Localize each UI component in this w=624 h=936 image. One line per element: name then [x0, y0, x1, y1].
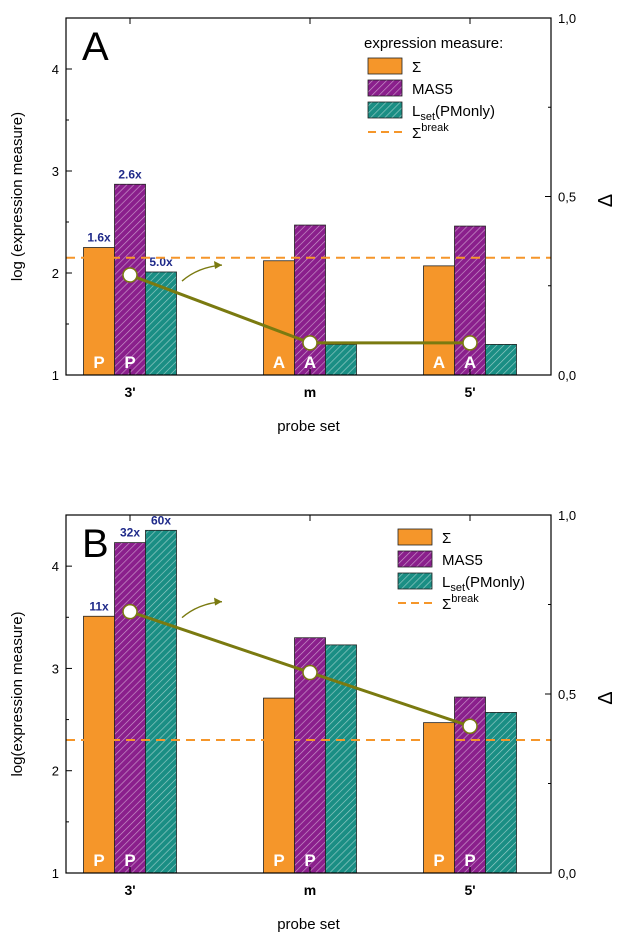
y-tick-label: 1 [52, 866, 59, 881]
x-tick-label: m [304, 384, 316, 400]
bar-lset-1 [325, 343, 357, 376]
call-label: P [464, 851, 475, 870]
legend-swatch-lset [367, 101, 403, 119]
x-axis-label: probe set [277, 916, 340, 933]
call-label: P [93, 851, 104, 870]
call-label: A [273, 353, 285, 372]
legend-label-mas5: MAS5 [412, 81, 453, 98]
legend: Σ MAS5 Lset(PMonly)Σbreak [397, 528, 525, 613]
call-label: A [464, 353, 476, 372]
y2-axis-label: Δ [595, 691, 617, 704]
legend-swatch-lset [397, 572, 433, 590]
axis-arrow-head [214, 261, 222, 270]
legend-label-break: Σbreak [412, 122, 449, 142]
fold-label: 5.0x [149, 255, 173, 269]
bar-sigma-2 [423, 722, 455, 874]
y2-axis-label: Δ [595, 194, 617, 207]
legend: expression measure: Σ MAS5 Lset(PMonly)Σbre… [364, 35, 503, 142]
panel-label: B [82, 522, 109, 566]
fold-label: 32x [120, 526, 140, 540]
x-axis-label: probe set [277, 418, 340, 435]
x-tick-label: 3' [124, 384, 135, 400]
bar-mas5-0 [114, 542, 146, 874]
y2-tick-label: 1,0 [558, 508, 576, 523]
y2-tick-label: 0,5 [558, 687, 576, 702]
delta-point [122, 267, 138, 283]
y-tick-label: 3 [52, 661, 59, 676]
x-tick-label: 5' [464, 882, 475, 898]
call-label: P [124, 851, 135, 870]
y2-tick-label: 0,0 [558, 368, 576, 383]
legend-label-lset: Lset(PMonly) [412, 103, 495, 123]
legend-label-sigma: Σ [412, 59, 421, 76]
bar-sigma-0 [83, 247, 115, 376]
x-tick-label: 5' [464, 384, 475, 400]
chart-panel-b: P P P P P P 11x 32x 60x 1 2 3 4 0,0 0,5 1,0 3' m 5' probe s… [9, 508, 617, 933]
fold-label: 1.6x [87, 231, 111, 245]
bar-sigma-2 [423, 265, 455, 376]
legend-swatch-sigma [397, 528, 433, 546]
legend-title: expression measure: [364, 35, 503, 52]
delta-point [302, 664, 318, 681]
delta-point [462, 335, 478, 351]
panel-label: A [82, 25, 109, 69]
bar-lset-0 [145, 271, 177, 376]
legend-swatch-sigma [367, 57, 403, 75]
axis-arrow-head [214, 597, 222, 606]
call-label: P [304, 851, 315, 870]
legend-swatch-mas5 [367, 79, 403, 97]
legend-label-lset: Lset(PMonly) [442, 574, 525, 594]
bar-lset-2 [485, 712, 517, 874]
call-label: P [93, 353, 104, 372]
y-tick-label: 1 [52, 368, 59, 383]
y2-tick-label: 0,0 [558, 866, 576, 881]
y-tick-label: 2 [52, 764, 59, 779]
y2-tick-label: 0,5 [558, 190, 576, 205]
bar-sigma-0 [83, 615, 115, 874]
call-label: P [124, 353, 135, 372]
bar-lset-2 [485, 343, 517, 376]
delta-point [122, 603, 138, 620]
delta-point [302, 335, 318, 351]
legend-swatch-mas5 [397, 550, 433, 568]
y-axis-label: log(expression measure) [9, 611, 26, 776]
fold-label: 60x [151, 513, 171, 527]
call-label: A [433, 353, 445, 372]
delta-point [462, 718, 478, 734]
y-tick-label: 4 [52, 559, 59, 574]
call-label: A [304, 353, 316, 372]
call-label: P [433, 851, 444, 870]
legend-label-sigma: Σ [442, 530, 451, 547]
y-axis-label: log (expression measure) [9, 112, 26, 281]
legend-label-mas5: MAS5 [442, 552, 483, 569]
call-label: P [273, 851, 284, 870]
fold-label: 11x [89, 599, 109, 613]
fold-label: 2.6x [118, 167, 142, 181]
y-tick-label: 3 [52, 164, 59, 179]
x-tick-label: 3' [124, 882, 135, 898]
legend-label-break: Σbreak [442, 593, 479, 613]
bar-lset-0 [145, 529, 177, 874]
y2-tick-label: 1,0 [558, 11, 576, 26]
bar-sigma-1 [263, 260, 295, 376]
y-tick-label: 2 [52, 266, 59, 281]
x-tick-label: m [304, 882, 316, 898]
y-tick-label: 4 [52, 62, 59, 77]
bar-sigma-1 [263, 697, 295, 874]
